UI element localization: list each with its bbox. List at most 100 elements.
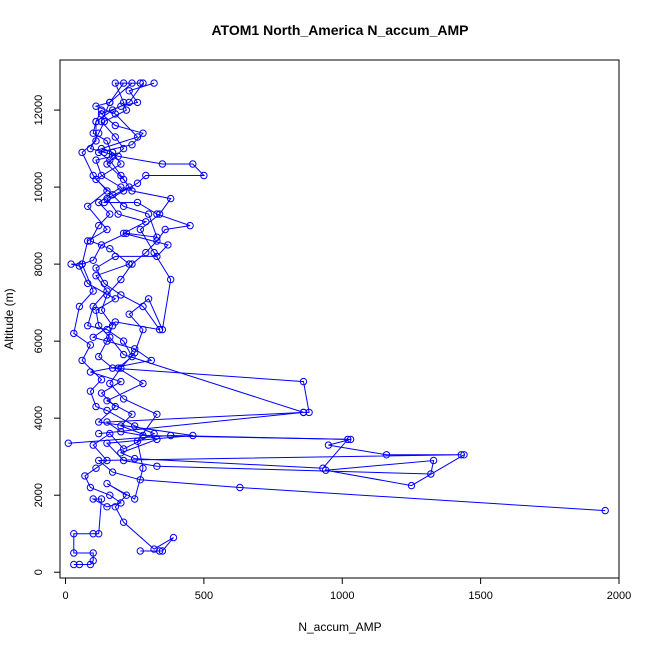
data-point <box>128 141 136 149</box>
data-point <box>70 530 78 538</box>
x-tick-label: 2000 <box>607 590 631 602</box>
data-point <box>95 221 103 230</box>
data-point <box>95 198 103 207</box>
data-point <box>153 210 161 218</box>
y-tick-label: 4000 <box>33 406 45 430</box>
data-point <box>153 462 161 470</box>
data-point <box>111 503 120 511</box>
data-point <box>117 275 125 284</box>
data-point <box>103 503 111 511</box>
data-point <box>167 431 175 440</box>
data-point <box>128 79 136 87</box>
data-point <box>78 148 86 157</box>
data-point <box>97 106 106 114</box>
data-point <box>139 302 147 311</box>
data-point <box>108 152 117 161</box>
data-point <box>125 260 133 268</box>
data-point <box>95 456 103 465</box>
data-point <box>103 456 111 465</box>
data-point <box>103 325 111 334</box>
data-point <box>92 156 100 164</box>
data-point <box>100 279 109 288</box>
data-point <box>92 306 100 314</box>
data-point <box>92 402 100 411</box>
data-point <box>86 237 95 245</box>
data-point <box>133 198 142 207</box>
data-point <box>117 499 125 507</box>
data-point <box>97 144 106 153</box>
data-point <box>158 160 167 168</box>
data-point <box>128 260 136 268</box>
data-point <box>344 435 352 444</box>
data-point <box>119 337 128 345</box>
data-point <box>153 237 161 245</box>
data-point <box>346 435 355 444</box>
data-point <box>117 160 125 168</box>
x-tick-label: 1500 <box>468 590 492 602</box>
data-point <box>86 483 95 492</box>
data-point <box>429 456 438 465</box>
data-point <box>92 117 100 126</box>
x-axis-label: N_accum_AMP <box>298 620 381 634</box>
data-point <box>119 518 128 526</box>
data-point <box>70 560 78 569</box>
data-point <box>103 291 111 299</box>
data-point <box>89 287 97 295</box>
data-point <box>169 533 178 542</box>
data-point <box>92 264 100 272</box>
y-tick-label: 8000 <box>33 252 45 276</box>
data-point <box>139 79 147 87</box>
data-point <box>153 435 161 444</box>
data-point <box>299 377 308 386</box>
data-point <box>103 397 111 405</box>
data-point <box>142 218 150 226</box>
y-tick-label: 12000 <box>33 95 45 126</box>
data-point <box>131 495 139 503</box>
y-tick-label: 10000 <box>33 172 45 203</box>
data-point <box>117 183 125 191</box>
data-point <box>92 102 100 110</box>
data-point <box>119 395 128 403</box>
data-point <box>131 454 139 463</box>
data-point <box>103 187 111 195</box>
data-point <box>95 429 103 438</box>
plot-frame <box>59 59 620 579</box>
data-point <box>117 291 125 299</box>
data-point <box>106 245 114 253</box>
data-point <box>119 175 128 184</box>
data-point <box>92 464 100 472</box>
data-point <box>167 275 175 284</box>
data-point <box>97 171 106 180</box>
data-point <box>136 225 145 234</box>
data-point <box>106 98 114 107</box>
data-point <box>97 241 106 249</box>
data-point <box>125 98 133 107</box>
data-point <box>75 560 84 569</box>
data-point <box>111 79 120 87</box>
data-point <box>89 530 97 538</box>
data-point <box>407 481 416 490</box>
data-point <box>78 356 86 365</box>
data-point <box>108 191 117 199</box>
data-point <box>89 129 97 137</box>
x-axis: 0 500 1000 1500 2000 <box>62 578 631 602</box>
data-point <box>106 491 114 499</box>
data-point <box>158 547 167 555</box>
data-point <box>427 470 435 478</box>
data-point <box>95 322 103 330</box>
y-axis: 0 2000 4000 6000 8000 10000 12000 <box>33 95 60 575</box>
data-point <box>70 549 78 557</box>
data-point <box>95 530 103 538</box>
data-point <box>106 379 114 388</box>
data-point <box>106 333 114 341</box>
data-point <box>122 491 131 499</box>
data-point <box>153 233 161 241</box>
data-point <box>89 171 97 180</box>
data-point <box>142 171 150 180</box>
data-point <box>92 137 100 145</box>
data-point <box>236 483 244 492</box>
data-point <box>158 325 167 334</box>
data-point <box>457 451 465 459</box>
